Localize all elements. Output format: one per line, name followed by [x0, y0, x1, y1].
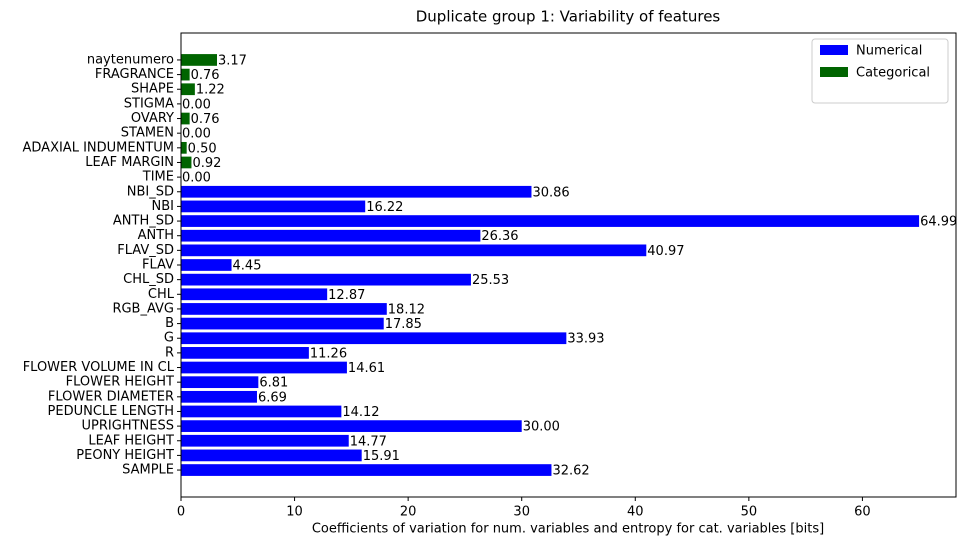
- legend-swatch: [820, 67, 848, 77]
- y-tick-label: NBI_SD: [127, 184, 174, 199]
- y-tick-label: FLOWER DIAMETER: [48, 389, 174, 404]
- legend-label: Categorical: [856, 66, 930, 81]
- value-label: 6.81: [259, 376, 288, 391]
- bar: [181, 288, 328, 301]
- chart-title: Duplicate group 1: Variability of featur…: [416, 8, 721, 26]
- value-label: 18.12: [388, 302, 425, 317]
- value-label: 30.00: [523, 420, 560, 435]
- value-label: 12.87: [328, 288, 365, 303]
- y-tick-label: FLAV_SD: [117, 243, 174, 258]
- legend-swatch: [820, 45, 848, 55]
- y-tick-label: FRAGRANCE: [95, 67, 174, 82]
- y-tick-label: FLAV: [142, 258, 174, 273]
- bar: [181, 215, 920, 227]
- value-label: 14.12: [342, 405, 379, 420]
- y-tick-label: LEAF HEIGHT: [88, 433, 174, 448]
- bar: [181, 68, 190, 81]
- value-label: 3.17: [218, 53, 247, 68]
- y-tick-label: CHL: [148, 287, 175, 302]
- y-tick-label: ANTH: [138, 228, 174, 243]
- bar: [181, 273, 471, 286]
- bar: [181, 434, 349, 447]
- value-label: 0.00: [182, 171, 211, 186]
- value-label: 30.86: [532, 185, 569, 200]
- bar: [181, 376, 259, 389]
- bar: [181, 156, 192, 169]
- bar: [181, 259, 232, 271]
- bar: [181, 185, 532, 198]
- bar: [181, 141, 187, 154]
- y-tick-label: R: [165, 345, 174, 360]
- y-tick-label: naytenumero: [87, 52, 174, 67]
- y-tick-label: CHL_SD: [123, 272, 174, 287]
- bar: [181, 303, 387, 315]
- y-tick-label: SHAPE: [131, 82, 174, 97]
- bar: [181, 229, 481, 242]
- value-label: 64.99: [920, 215, 957, 230]
- value-label: 1.22: [196, 83, 225, 98]
- value-label: 11.26: [310, 346, 347, 361]
- y-tick-label: UPRIGHTNESS: [82, 419, 174, 434]
- bar: [181, 347, 309, 359]
- value-label: 0.00: [182, 127, 211, 142]
- bar: [181, 112, 190, 125]
- value-label: 6.69: [258, 390, 287, 405]
- bar: [181, 54, 218, 66]
- y-tick-label: B: [165, 316, 174, 331]
- y-tick-label: FLOWER VOLUME IN CL: [23, 360, 175, 375]
- y-tick-label: OVARY: [131, 111, 174, 126]
- x-axis-label: Coefficients of variation for num. varia…: [312, 522, 824, 537]
- bar: [181, 390, 257, 403]
- x-tick-label: 0: [177, 505, 185, 520]
- x-tick-label: 30: [513, 505, 530, 520]
- bar: [181, 244, 647, 257]
- y-tick-label: TIME: [142, 170, 174, 185]
- bar: [181, 83, 195, 96]
- value-label: 40.97: [647, 244, 684, 259]
- bar: [181, 361, 347, 374]
- x-tick-label: 40: [627, 505, 644, 520]
- y-tick-label: FLOWER HEIGHT: [66, 375, 174, 390]
- value-label: 25.53: [472, 273, 509, 288]
- bar: [181, 317, 384, 330]
- value-label: 32.62: [552, 464, 589, 479]
- bar: [181, 420, 522, 432]
- value-label: 4.45: [233, 259, 262, 274]
- value-label: 0.92: [192, 156, 221, 171]
- value-label: 16.22: [366, 200, 403, 215]
- y-tick-label: PEDUNCLE LENGTH: [48, 404, 174, 419]
- x-tick-label: 60: [854, 505, 871, 520]
- bar: [181, 332, 567, 345]
- y-tick-label: LEAF MARGIN: [85, 155, 174, 170]
- y-tick-label: SAMPLE: [122, 463, 174, 478]
- y-tick-label: ANTH_SD: [113, 214, 174, 229]
- axes-frame: [180, 32, 957, 498]
- y-tick-label: ADAXIAL INDUMENTUM: [23, 140, 175, 155]
- value-label: 14.61: [348, 361, 385, 376]
- value-label: 0.00: [182, 97, 211, 112]
- y-tick-label: STIGMA: [124, 96, 174, 111]
- bar: [181, 464, 552, 476]
- bar: [181, 200, 366, 213]
- value-label: 0.50: [188, 141, 217, 156]
- value-label: 14.77: [350, 434, 387, 449]
- x-tick-label: 10: [286, 505, 303, 520]
- bar: [181, 449, 362, 462]
- y-tick-label: PEONY HEIGHT: [76, 448, 174, 463]
- value-label: 26.36: [481, 229, 518, 244]
- y-tick-label: STAMEN: [121, 126, 174, 141]
- value-label: 17.85: [385, 317, 422, 332]
- x-tick-label: 50: [741, 505, 758, 520]
- value-label: 0.76: [191, 112, 220, 127]
- x-tick-label: 20: [400, 505, 417, 520]
- value-label: 0.76: [191, 68, 220, 83]
- y-tick-label: RGB_AVG: [112, 301, 174, 316]
- value-label: 15.91: [363, 449, 400, 464]
- legend-label: Numerical: [856, 44, 922, 59]
- y-tick-label: G: [164, 331, 174, 346]
- value-label: 33.93: [567, 332, 604, 347]
- y-tick-label: NBI: [152, 199, 174, 214]
- bar: [181, 405, 342, 418]
